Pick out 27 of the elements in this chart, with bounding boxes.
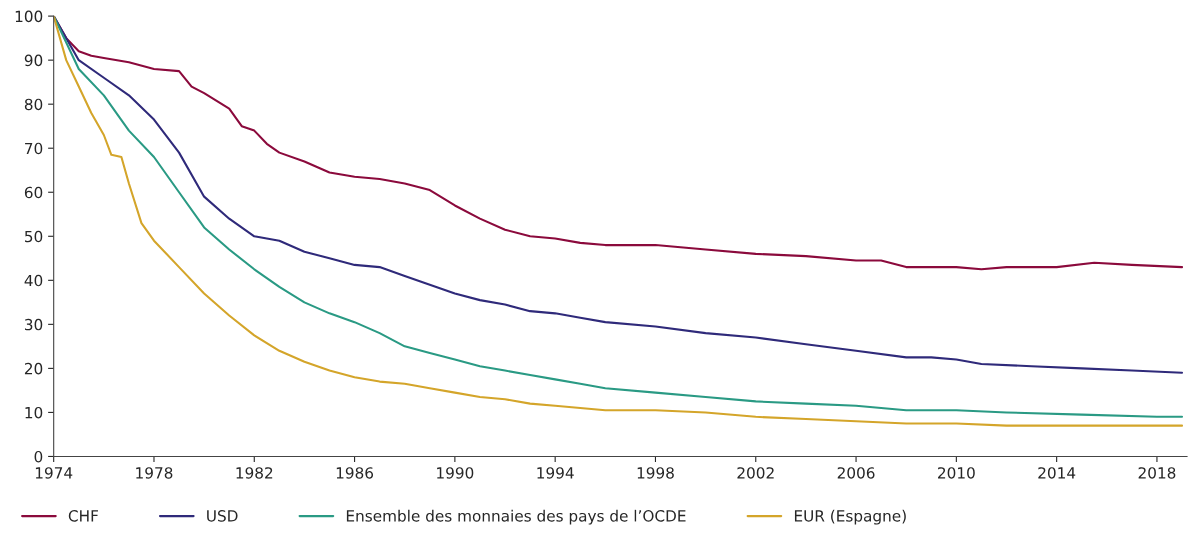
x-tick-label: 1998 [637, 467, 674, 479]
legend-label: Ensemble des monnaies des pays de l’OCDE [346, 509, 686, 525]
legend-label: EUR (Espagne) [794, 509, 906, 525]
y-tick-label: 90 [24, 54, 43, 67]
y-tick-label: 100 [15, 10, 43, 23]
x-tick-label: 2010 [938, 467, 975, 479]
legend-label: CHF [68, 510, 98, 522]
x-tick-label: 1982 [236, 467, 273, 479]
y-tick-label: 20 [24, 362, 43, 375]
x-tick-label: 2006 [837, 467, 875, 479]
x-tick-label: 1974 [35, 467, 73, 479]
x-tick-label: 1994 [537, 467, 574, 479]
y-tick-label: 50 [25, 230, 43, 243]
y-tick-label: 60 [24, 186, 43, 199]
y-tick-label: 80 [24, 98, 43, 111]
x-tick-label: 1978 [136, 467, 173, 479]
y-tick-label: 0 [34, 450, 43, 463]
x-tick-label: 2014 [1038, 467, 1076, 479]
y-tick-label: 40 [24, 274, 43, 287]
y-tick-label: 70 [25, 142, 43, 155]
x-tick-label: 2002 [737, 467, 774, 479]
x-tick-label: 1990 [437, 467, 474, 479]
x-tick-label: 2018 [1138, 467, 1176, 479]
y-tick-label: 30 [24, 318, 43, 331]
x-tick-label: 1986 [336, 467, 374, 479]
legend-label: USD [207, 510, 238, 522]
y-tick-label: 10 [25, 406, 43, 419]
